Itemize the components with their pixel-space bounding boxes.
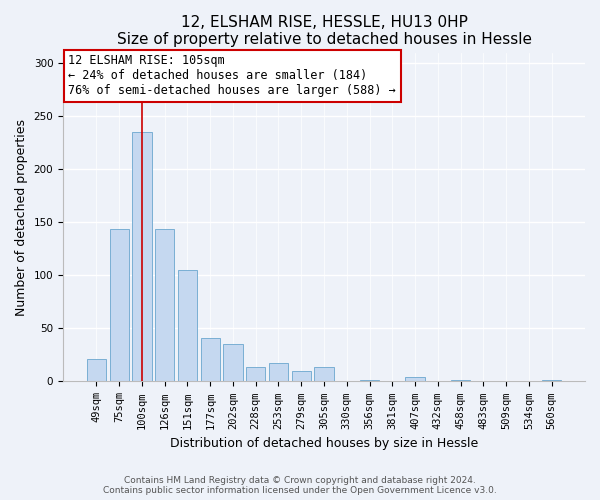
Bar — [132, 132, 152, 382]
Bar — [360, 380, 379, 382]
Bar — [406, 377, 425, 382]
Bar — [314, 366, 334, 382]
X-axis label: Distribution of detached houses by size in Hessle: Distribution of detached houses by size … — [170, 437, 478, 450]
Bar — [269, 364, 288, 382]
Bar — [542, 380, 561, 382]
Title: 12, ELSHAM RISE, HESSLE, HU13 0HP
Size of property relative to detached houses i: 12, ELSHAM RISE, HESSLE, HU13 0HP Size o… — [116, 15, 532, 48]
Bar — [451, 380, 470, 382]
Bar — [178, 270, 197, 382]
Bar — [155, 229, 175, 382]
Bar — [200, 338, 220, 382]
Text: 12 ELSHAM RISE: 105sqm
← 24% of detached houses are smaller (184)
76% of semi-de: 12 ELSHAM RISE: 105sqm ← 24% of detached… — [68, 54, 396, 98]
Y-axis label: Number of detached properties: Number of detached properties — [15, 118, 28, 316]
Bar — [87, 359, 106, 382]
Bar — [223, 344, 242, 382]
Text: Contains HM Land Registry data © Crown copyright and database right 2024.
Contai: Contains HM Land Registry data © Crown c… — [103, 476, 497, 495]
Bar — [246, 366, 265, 382]
Bar — [110, 229, 129, 382]
Bar — [292, 371, 311, 382]
